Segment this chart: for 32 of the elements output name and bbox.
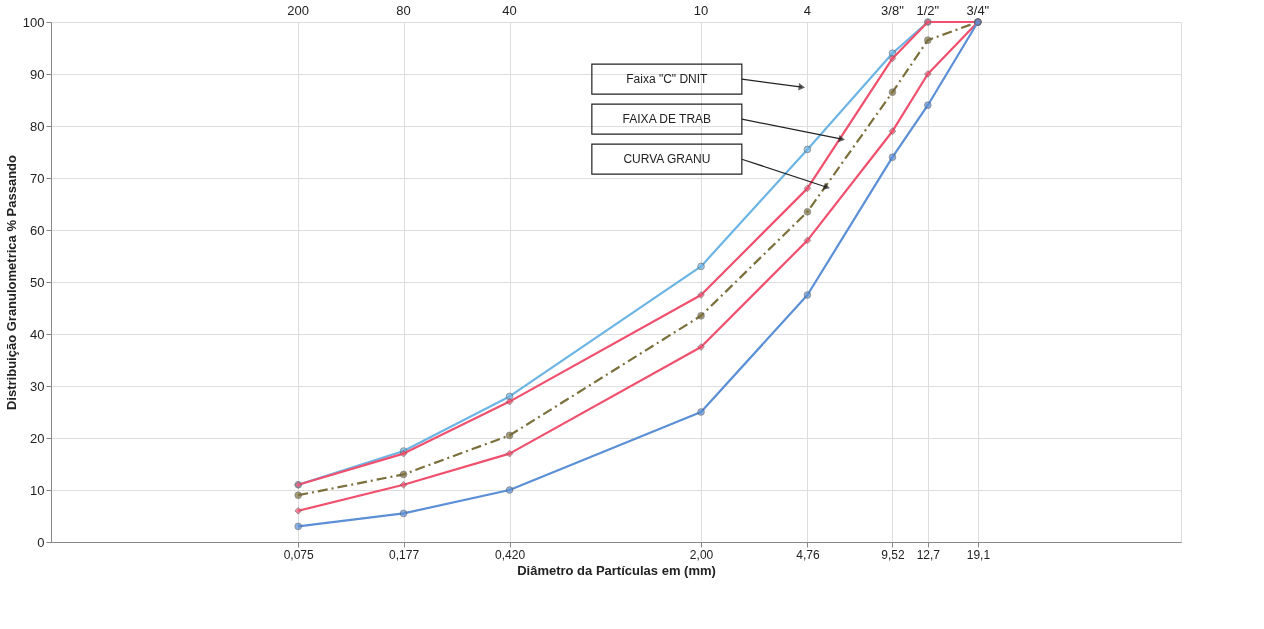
x-tick-label: 0,177 [389, 547, 420, 562]
y-tick-label: 20 [30, 430, 45, 446]
y-tick-label: 90 [30, 66, 45, 82]
y-tick-label: 50 [30, 274, 45, 290]
text: 80 [396, 3, 411, 18]
x-tick-label: 19,1 [966, 547, 991, 562]
x-axis-title: Diâmetro da Partículas em (mm) [517, 562, 716, 578]
y-tick-label: 30 [30, 378, 45, 394]
x-tick-label: 2,00 [689, 547, 714, 562]
x-tick-label: 0,075 [283, 547, 315, 562]
text: 3/8" [881, 3, 905, 18]
y-tick-label: 60 [30, 222, 45, 238]
y-axis-title: Distribuição Granulometrica % Passando [3, 154, 19, 411]
x-tick-label: 9,52 [881, 547, 905, 562]
y-tick-label: 0 [37, 534, 45, 550]
text: 3/4" [966, 3, 990, 18]
text: 200 [287, 3, 310, 18]
y-tick-label: 40 [30, 326, 45, 342]
annotation: FAIXA DE TRAB [622, 112, 712, 127]
annotation: Faixa "C" DNIT [626, 72, 709, 87]
text: 4 [803, 3, 812, 18]
y-tick-label: 100 [22, 14, 45, 30]
text: 1/2" [916, 3, 940, 18]
x-tick-label: 0,420 [495, 547, 526, 562]
text: 40 [502, 3, 517, 18]
y-tick-label: 80 [30, 118, 45, 134]
x-tick-label: 12,7 [916, 547, 941, 562]
y-tick-label: 10 [30, 482, 45, 498]
text: 10 [693, 3, 709, 18]
y-tick-label: 70 [30, 170, 45, 186]
x-tick-label: 4,76 [796, 547, 820, 562]
annotation: CURVA GRANU [623, 152, 711, 167]
